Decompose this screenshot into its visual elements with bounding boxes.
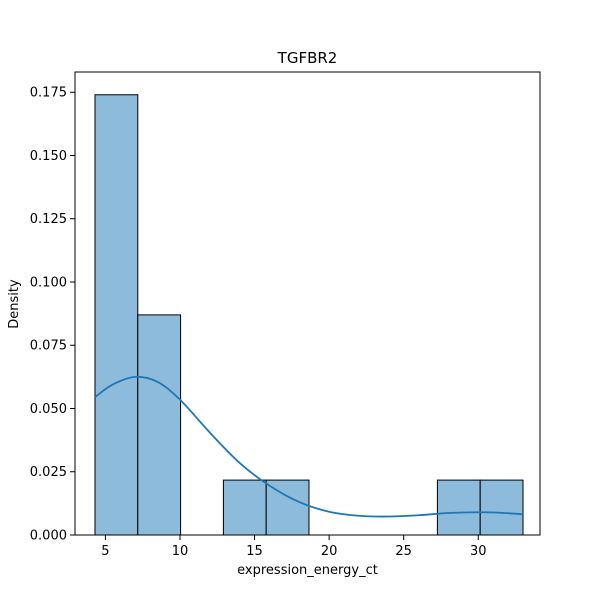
y-tick-label: 0.150 [30,149,67,164]
y-tick-label: 0.175 [30,86,67,101]
y-axis-label: Density [7,279,22,329]
y-tick-label: 0.025 [30,465,67,480]
x-tick-label: 15 [246,544,263,559]
x-tick-label: 25 [395,544,412,559]
histogram-bar-0 [94,94,139,536]
histogram-bar-9 [479,479,524,536]
y-tick-label: 0.125 [30,212,67,227]
kde-line [94,375,524,518]
x-tick-label: 10 [172,544,189,559]
histogram-bar-8 [436,479,481,536]
histogram-bar-4 [265,479,310,536]
y-tick-label: 0.000 [30,529,67,544]
x-tick-label: 20 [321,544,338,559]
x-axis-label: expression_energy_ct [237,563,378,578]
histogram-bar-3 [222,479,267,536]
y-tick-label: 0.050 [30,402,67,417]
y-tick-label: 0.075 [30,339,67,354]
x-axis-ticks: 5 10 15 20 25 30 [101,535,487,559]
y-axis-ticks: 0.000 0.025 0.050 0.075 0.100 0.125 0.150 0.175 [30,86,75,544]
y-tick-label: 0.100 [30,275,67,290]
chart-title: TGFBR2 [277,49,338,67]
plot-frame [74,71,541,536]
histogram-bar-1 [137,314,182,536]
x-tick-label: 30 [470,544,487,559]
x-tick-label: 5 [101,544,109,559]
bars-group [94,94,524,536]
